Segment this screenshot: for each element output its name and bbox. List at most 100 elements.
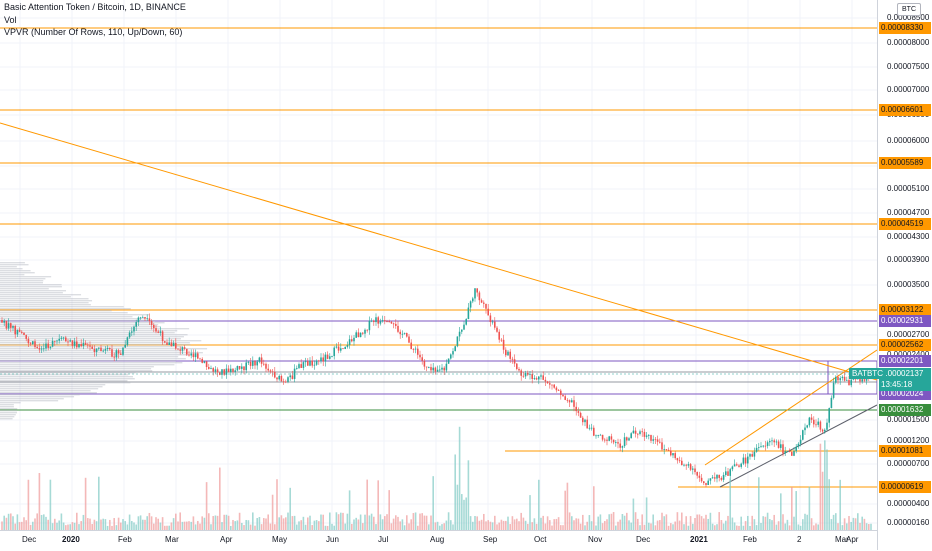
volume-bar [696,514,698,530]
candle-body [384,320,386,322]
vpvr-bar [0,390,91,392]
volume-bar [667,525,670,530]
volume-bar [274,524,276,530]
volume-bar [212,516,214,530]
chart-area[interactable]: Basic Attention Token / Bitcoin, 1D, BIN… [0,0,877,530]
volume-bar [485,521,487,530]
candle-body [324,354,327,362]
candle-body [487,308,489,316]
volume-bar [432,476,434,530]
volume-bar [584,525,586,530]
volume-bar [234,521,236,530]
volume-bar [573,520,575,530]
candle-body [205,361,208,368]
candle-body [67,341,69,343]
volume-bar [604,520,606,530]
candle-body [82,343,85,347]
price-tick-label: 0.00003900 [887,255,930,264]
volume-bar [815,523,817,530]
volume-bar [32,521,34,530]
vpvr-bar [0,284,62,286]
volume-bar [705,514,707,530]
vpvr-bar [0,376,133,378]
candle-body [665,449,668,451]
volume-bar [227,515,230,530]
candle-body [687,464,690,466]
volume-bar [502,520,505,530]
volume-bar [45,516,47,530]
volume-bar [476,516,478,530]
volume-bar [351,523,353,530]
time-tick-label: May [272,535,288,544]
candle-body [480,300,483,303]
volume-bar [637,518,639,530]
candle-body [395,323,397,326]
vpvr-bar [0,338,181,340]
candle-body [489,315,492,323]
price-chart[interactable] [0,0,877,530]
volume-bar [450,520,452,530]
candle-body [1,320,3,323]
candle-body [643,431,646,437]
volume-bar [18,522,21,530]
volume-bar [95,521,98,530]
volume-bar [93,519,96,530]
volume-bar [689,516,692,530]
price-axis[interactable]: 0.00008500 0.00008000 0.00007500 0.00007000… [877,0,932,550]
volume-bar [553,519,555,530]
candle-body [322,357,324,362]
candle-body [175,343,177,349]
candle-body [34,341,36,348]
volume-bar [144,519,146,530]
volume-bar [60,513,63,530]
vpvr-bar [0,372,136,374]
level-price-tag: 0.00002024 [879,388,931,400]
candle-body [135,322,137,327]
candle-body [38,348,41,350]
candle-body [247,361,250,363]
volume-bar [131,520,133,530]
price-tick-label: 0.00007000 [887,85,930,94]
candle-body [863,379,866,381]
candle-body [634,430,637,434]
candle-body [221,369,223,375]
candle-body [320,357,322,362]
currency-button[interactable]: BTC [897,3,921,16]
volume-bar [777,521,780,530]
volume-bar [659,520,661,530]
volume-bar [166,525,168,530]
candle-body [148,318,151,322]
candle-body [700,477,703,482]
candle-body [260,357,263,364]
candle-body [117,350,120,354]
volume-bar [538,479,540,530]
time-tick-label: Dec [636,535,651,544]
volume-bar [241,522,243,530]
volume-bar [381,519,384,530]
volume-bar [555,518,558,530]
candle-body [465,319,467,325]
symbol-label: BATBTC [849,368,886,379]
volume-bar [25,520,27,530]
volume-bar [181,521,184,530]
vpvr-bar [0,384,106,386]
candle-body [496,327,498,332]
time-axis[interactable]: Dec 2020 Feb Mar Apr May Jun Jul Aug Sep Oct Nov Dec… [0,530,877,551]
volume-bar [208,513,210,530]
vpvr-bar [0,398,64,400]
vpvr-bar [0,294,82,296]
candle-body [577,411,580,413]
volume-bar [49,479,52,530]
volume-bar [318,521,320,530]
candle-body [826,422,828,430]
candle-body [153,325,155,329]
vpvr-bar [0,382,131,384]
volume-bar [474,516,476,530]
volume-bar [159,522,162,530]
candle-body [804,427,806,431]
vpvr-bar [0,364,175,366]
candle-body [821,429,824,432]
price-tick-label: 0.00000400 [887,499,930,508]
level-price-tag: 0.00002201 [879,355,931,367]
vpvr-bar [0,356,179,358]
